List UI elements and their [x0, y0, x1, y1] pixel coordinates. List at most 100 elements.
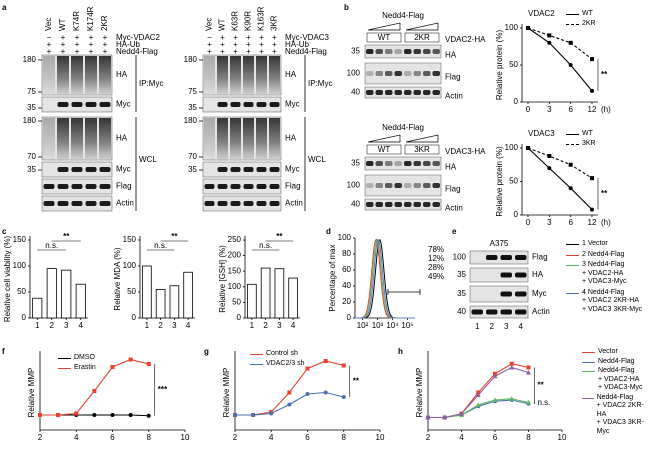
legend-swatch	[566, 134, 579, 135]
flow-curve	[355, 238, 415, 319]
blot-frame	[469, 250, 529, 265]
blot-band	[99, 184, 111, 189]
panel-label: e	[452, 227, 457, 236]
chart-title: VDAC3	[528, 129, 555, 138]
x-tick-label: 8	[526, 433, 531, 442]
blot-band	[256, 167, 267, 172]
group-label: 2KR	[414, 33, 430, 42]
y-tick-label: 80	[342, 249, 351, 258]
mw-label: 35	[351, 159, 360, 168]
point	[233, 413, 237, 417]
y-axis-label: Relative MDA (%)	[113, 247, 122, 310]
annotation: n.s.	[45, 241, 58, 250]
blot-frame	[364, 44, 442, 59]
sign: +	[272, 40, 277, 49]
mw-label: 35	[27, 165, 36, 174]
mw-label: 35	[457, 289, 466, 298]
y-tick-label: 0	[22, 313, 27, 322]
band-label: Myc	[285, 165, 300, 174]
band-label: Flag	[532, 253, 548, 262]
blot-title: Nedd4-Flag	[382, 123, 424, 132]
blot-band	[486, 309, 498, 315]
point	[110, 365, 115, 369]
legend-item: Nedd4-Flag + VDAC2 2KR-HA + VDAC3 3KR-My…	[582, 394, 650, 437]
x-tick-label: 6	[568, 105, 573, 114]
legend-label: Vector	[598, 348, 618, 355]
bar	[32, 297, 43, 319]
blot-band	[269, 201, 280, 206]
blot-band	[204, 201, 215, 206]
blot-smear	[217, 118, 228, 159]
blot-band	[423, 49, 431, 54]
blot-band	[217, 167, 228, 172]
bar	[142, 265, 152, 319]
group-label: 3KR	[414, 145, 430, 154]
mw-label: 70	[188, 152, 197, 161]
y-tick-label: 0	[347, 313, 352, 322]
blot-band	[471, 309, 483, 315]
sign: +	[75, 47, 80, 56]
blot-title: Nedd4-Flag	[382, 11, 424, 20]
blot-frame	[364, 198, 442, 211]
blot-frame	[202, 54, 282, 96]
lane-label: K90R	[244, 11, 253, 31]
sign: +	[259, 33, 264, 42]
x-tick-label: 10	[558, 433, 567, 442]
x-tick-label: 2	[50, 321, 55, 330]
blot-band	[423, 183, 431, 188]
blot-band	[432, 90, 440, 95]
gradient-triangle	[367, 134, 401, 143]
blot-band	[366, 202, 374, 207]
blot-band	[500, 255, 512, 260]
lane-label: 1	[475, 322, 480, 331]
blot-band	[230, 201, 241, 206]
blot-band	[432, 183, 440, 188]
blot-band	[230, 167, 241, 172]
y-tick-label: 0	[132, 313, 137, 322]
blot-band	[375, 183, 383, 188]
blot-band	[57, 184, 69, 189]
blot-band	[99, 167, 111, 172]
blot-frame	[202, 161, 282, 178]
legend-swatch	[566, 143, 579, 145]
group-label: WCL	[139, 155, 157, 164]
y-tick-label: 200	[228, 251, 242, 260]
blot-smear	[204, 118, 215, 159]
annotation: n.s.	[538, 398, 551, 407]
blot-band	[230, 184, 241, 189]
legend-swatch	[566, 14, 579, 15]
legend-item: VDAC2/3 sh	[250, 360, 305, 369]
legend-item: 3 Nedd4-Flag + VDAC2-HA + VDAC3-Myc	[566, 261, 627, 287]
blot-smear	[85, 118, 97, 159]
blot-frame	[364, 62, 442, 85]
point	[425, 415, 431, 420]
legend-item: 2 Nedd4-Flag	[566, 251, 624, 260]
blot-smear	[99, 118, 111, 159]
sign: +	[89, 33, 94, 42]
percent-label: 28%	[428, 263, 444, 272]
point	[92, 389, 97, 393]
annotation: **	[353, 376, 360, 385]
blot-band	[413, 161, 421, 166]
point	[568, 186, 573, 191]
blot-band	[500, 272, 512, 278]
legend-item: WT	[566, 10, 593, 19]
sign: +	[220, 40, 225, 49]
blot-band	[423, 161, 431, 166]
band-label: HA	[285, 134, 297, 143]
annotation: n.s.	[259, 241, 272, 250]
point	[251, 413, 256, 417]
blot-band	[366, 71, 374, 76]
point	[110, 413, 115, 417]
band-label: Flag	[285, 182, 301, 191]
point	[287, 390, 292, 395]
mw-label: 180	[23, 116, 37, 125]
gradient-triangle	[367, 22, 401, 31]
y-axis-label: Relative [GSH] (%)	[218, 245, 227, 313]
point	[526, 365, 531, 370]
blot-band	[269, 167, 280, 172]
blot-smear	[243, 56, 254, 94]
mw-label: 100	[347, 181, 361, 190]
blot-band	[57, 102, 69, 107]
y-tick-label: 20	[342, 297, 351, 306]
